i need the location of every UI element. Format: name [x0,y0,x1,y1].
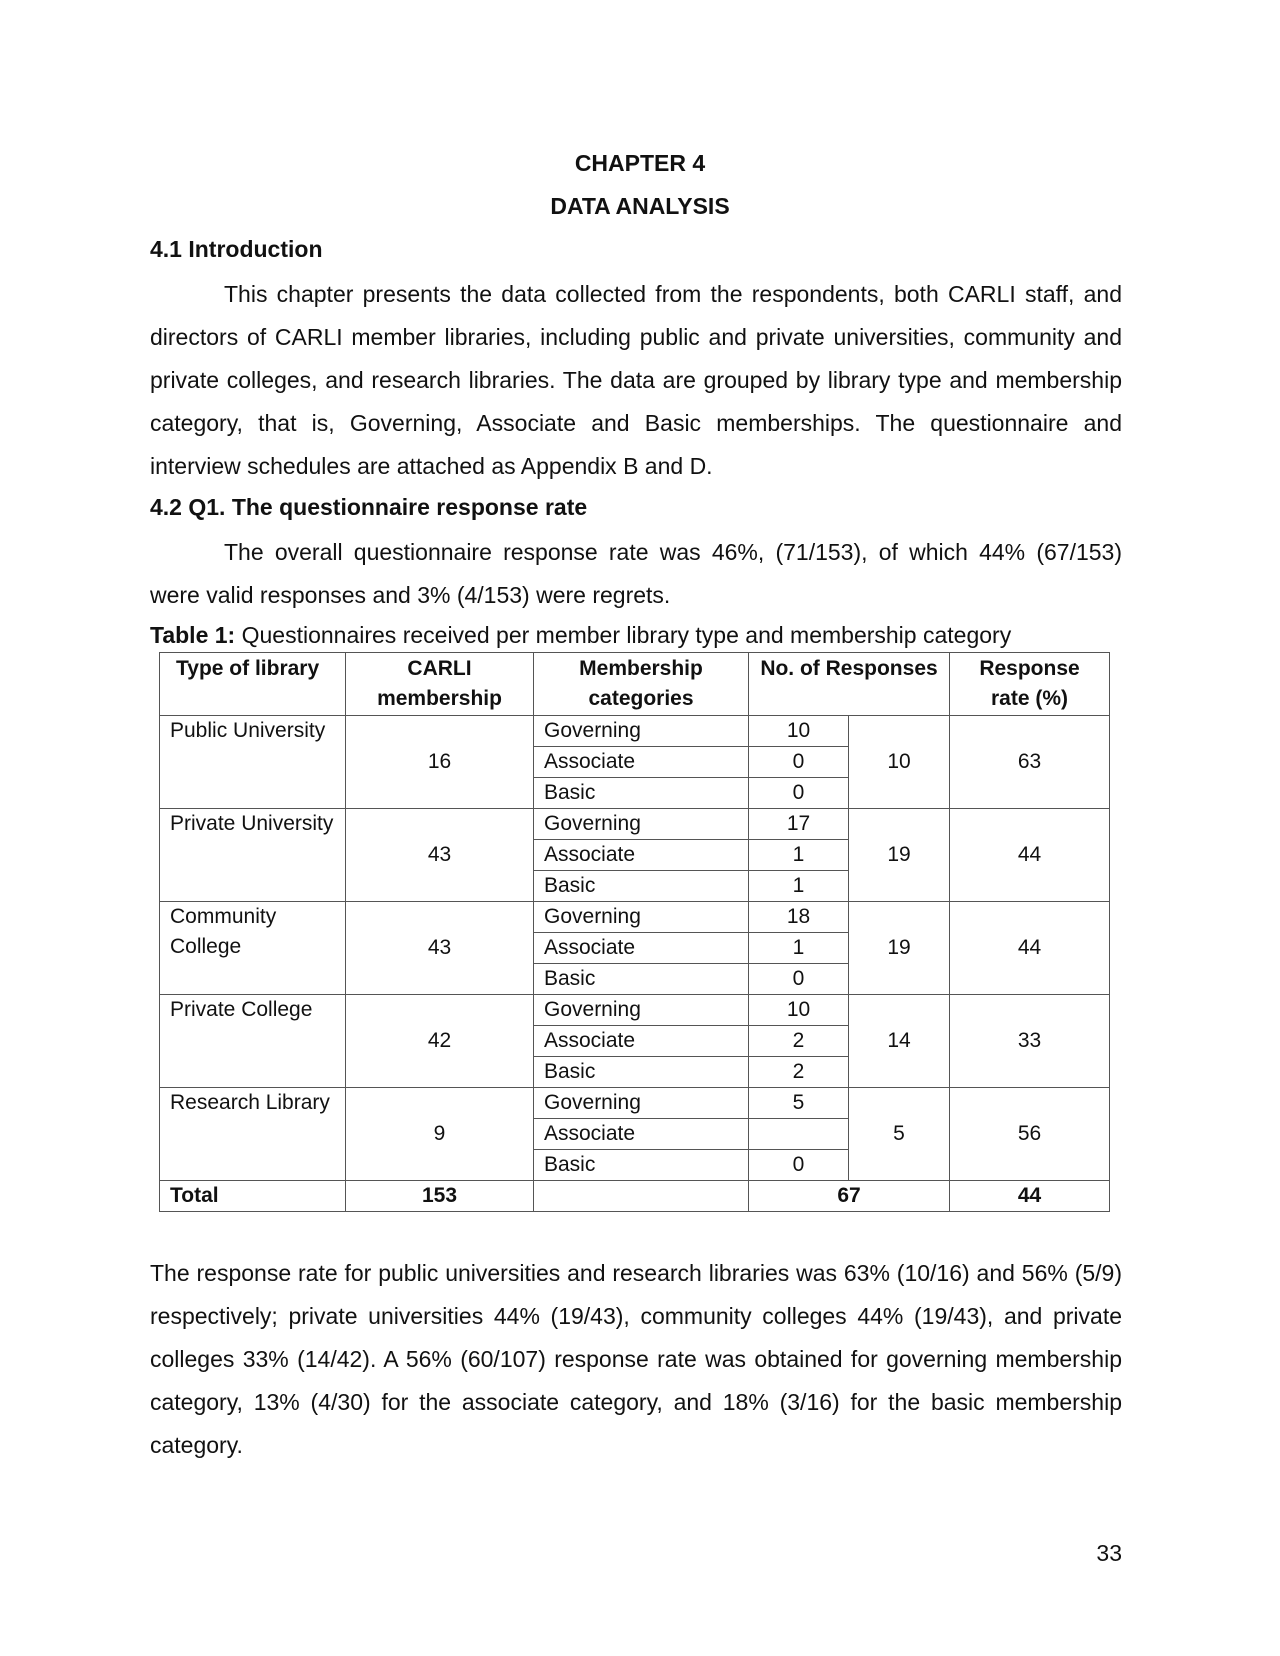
category-responses: 2 [748,1025,849,1057]
library-type: Public University [159,715,346,809]
section-heading-introduction: 4.1 Introduction [150,236,323,262]
category-responses [748,1118,849,1150]
membership-category: Governing [533,994,749,1026]
table-header-row: Type of library CARLI membership Members… [159,652,1110,716]
total-responses: 5 [848,1087,950,1181]
total-row: Total 153 67 44 [159,1180,1110,1212]
total-responses: 19 [848,808,950,902]
category-responses: 2 [748,1056,849,1088]
header-type: Type of library [159,652,346,716]
membership-category: Basic [533,963,749,995]
library-type: Community College [159,901,346,995]
carli-membership: 42 [345,994,534,1088]
category-responses: 17 [748,808,849,840]
membership-category: Associate [533,1118,749,1150]
carli-membership: 9 [345,1087,534,1181]
table-caption-text: Questionnaires received per member libra… [235,622,1012,648]
total-categories-empty [533,1180,749,1212]
introduction-paragraph: This chapter presents the data collected… [150,281,1122,479]
table-row: Associate 1 [160,932,1110,964]
header-membership: CARLI membership [345,652,534,716]
chapter-number: CHAPTER 4 [574,150,706,176]
category-responses: 0 [748,1149,849,1181]
membership-category: Associate [533,839,749,871]
membership-category: Associate [533,1025,749,1057]
category-responses: 1 [748,932,849,964]
membership-category: Governing [533,808,749,840]
membership-category: Basic [533,870,749,902]
category-responses: 1 [748,870,849,902]
membership-category: Basic [533,1056,749,1088]
category-responses: 0 [748,777,849,809]
table-row: Associate 0 [160,746,1110,778]
library-type: Private College [159,994,346,1088]
membership-category: Governing [533,1087,749,1119]
responses-table: Type of library CARLI membership Members… [159,652,1110,1212]
category-responses: 1 [748,839,849,871]
total-label: Total [159,1180,346,1212]
table-caption-label: Table 1: [150,622,236,648]
chapter-title: DATA ANALYSIS [550,193,730,219]
category-responses: 0 [748,963,849,995]
section-heading-response-rate: 4.2 Q1. The questionnaire response rate [150,494,588,520]
response-rate-paragraph: The overall questionnaire response rate … [150,539,1122,608]
response-rate: 44 [949,901,1110,995]
table-row: Community College 43 Governing 18 19 44 [159,901,1110,995]
table-row: Research Library 9 Governing 5 5 56 [159,1087,1110,1181]
library-type: Private University [159,808,346,902]
header-responses: No. of Responses [748,652,950,716]
total-responses: 10 [848,715,950,809]
header-rate: Response rate (%) [949,652,1110,716]
table-row: Private University 43 Governing 17 19 44 [159,808,1110,902]
total-responses: 67 [748,1180,950,1212]
category-responses: 0 [748,746,849,778]
table-row: Private College 42 Governing 10 14 33 [159,994,1110,1088]
page-number: 33 [1096,1540,1122,1566]
total-responses: 14 [848,994,950,1088]
library-type: Research Library [159,1087,346,1181]
category-responses: 5 [748,1087,849,1119]
table-row: Basic 2 [160,1056,1110,1088]
membership-category: Associate [533,746,749,778]
membership-category: Governing [533,715,749,747]
total-responses: 19 [848,901,950,995]
membership-category: Basic [533,777,749,809]
table-row: Associate 1 [160,839,1110,871]
total-membership: 153 [345,1180,534,1212]
table-row: Public University 16 Governing 10 10 63 [159,715,1110,809]
table-row: Associate [160,1118,1110,1150]
table-caption: Table 1: Questionnaires received per mem… [150,622,1011,649]
conclusion-paragraph: The response rate for public universitie… [150,1260,1122,1458]
carli-membership: 43 [345,808,534,902]
response-rate: 33 [949,994,1110,1088]
category-responses: 18 [748,901,849,933]
category-responses: 10 [748,715,849,747]
membership-category: Associate [533,932,749,964]
response-rate: 44 [949,808,1110,902]
response-rate: 63 [949,715,1110,809]
carli-membership: 43 [345,901,534,995]
header-categories: Membership categories [533,652,749,716]
membership-category: Basic [533,1149,749,1181]
table-row: Basic 0 [160,1149,1110,1181]
response-rate: 56 [949,1087,1110,1181]
membership-category: Governing [533,901,749,933]
total-rate: 44 [949,1180,1110,1212]
category-responses: 10 [748,994,849,1026]
carli-membership: 16 [345,715,534,809]
